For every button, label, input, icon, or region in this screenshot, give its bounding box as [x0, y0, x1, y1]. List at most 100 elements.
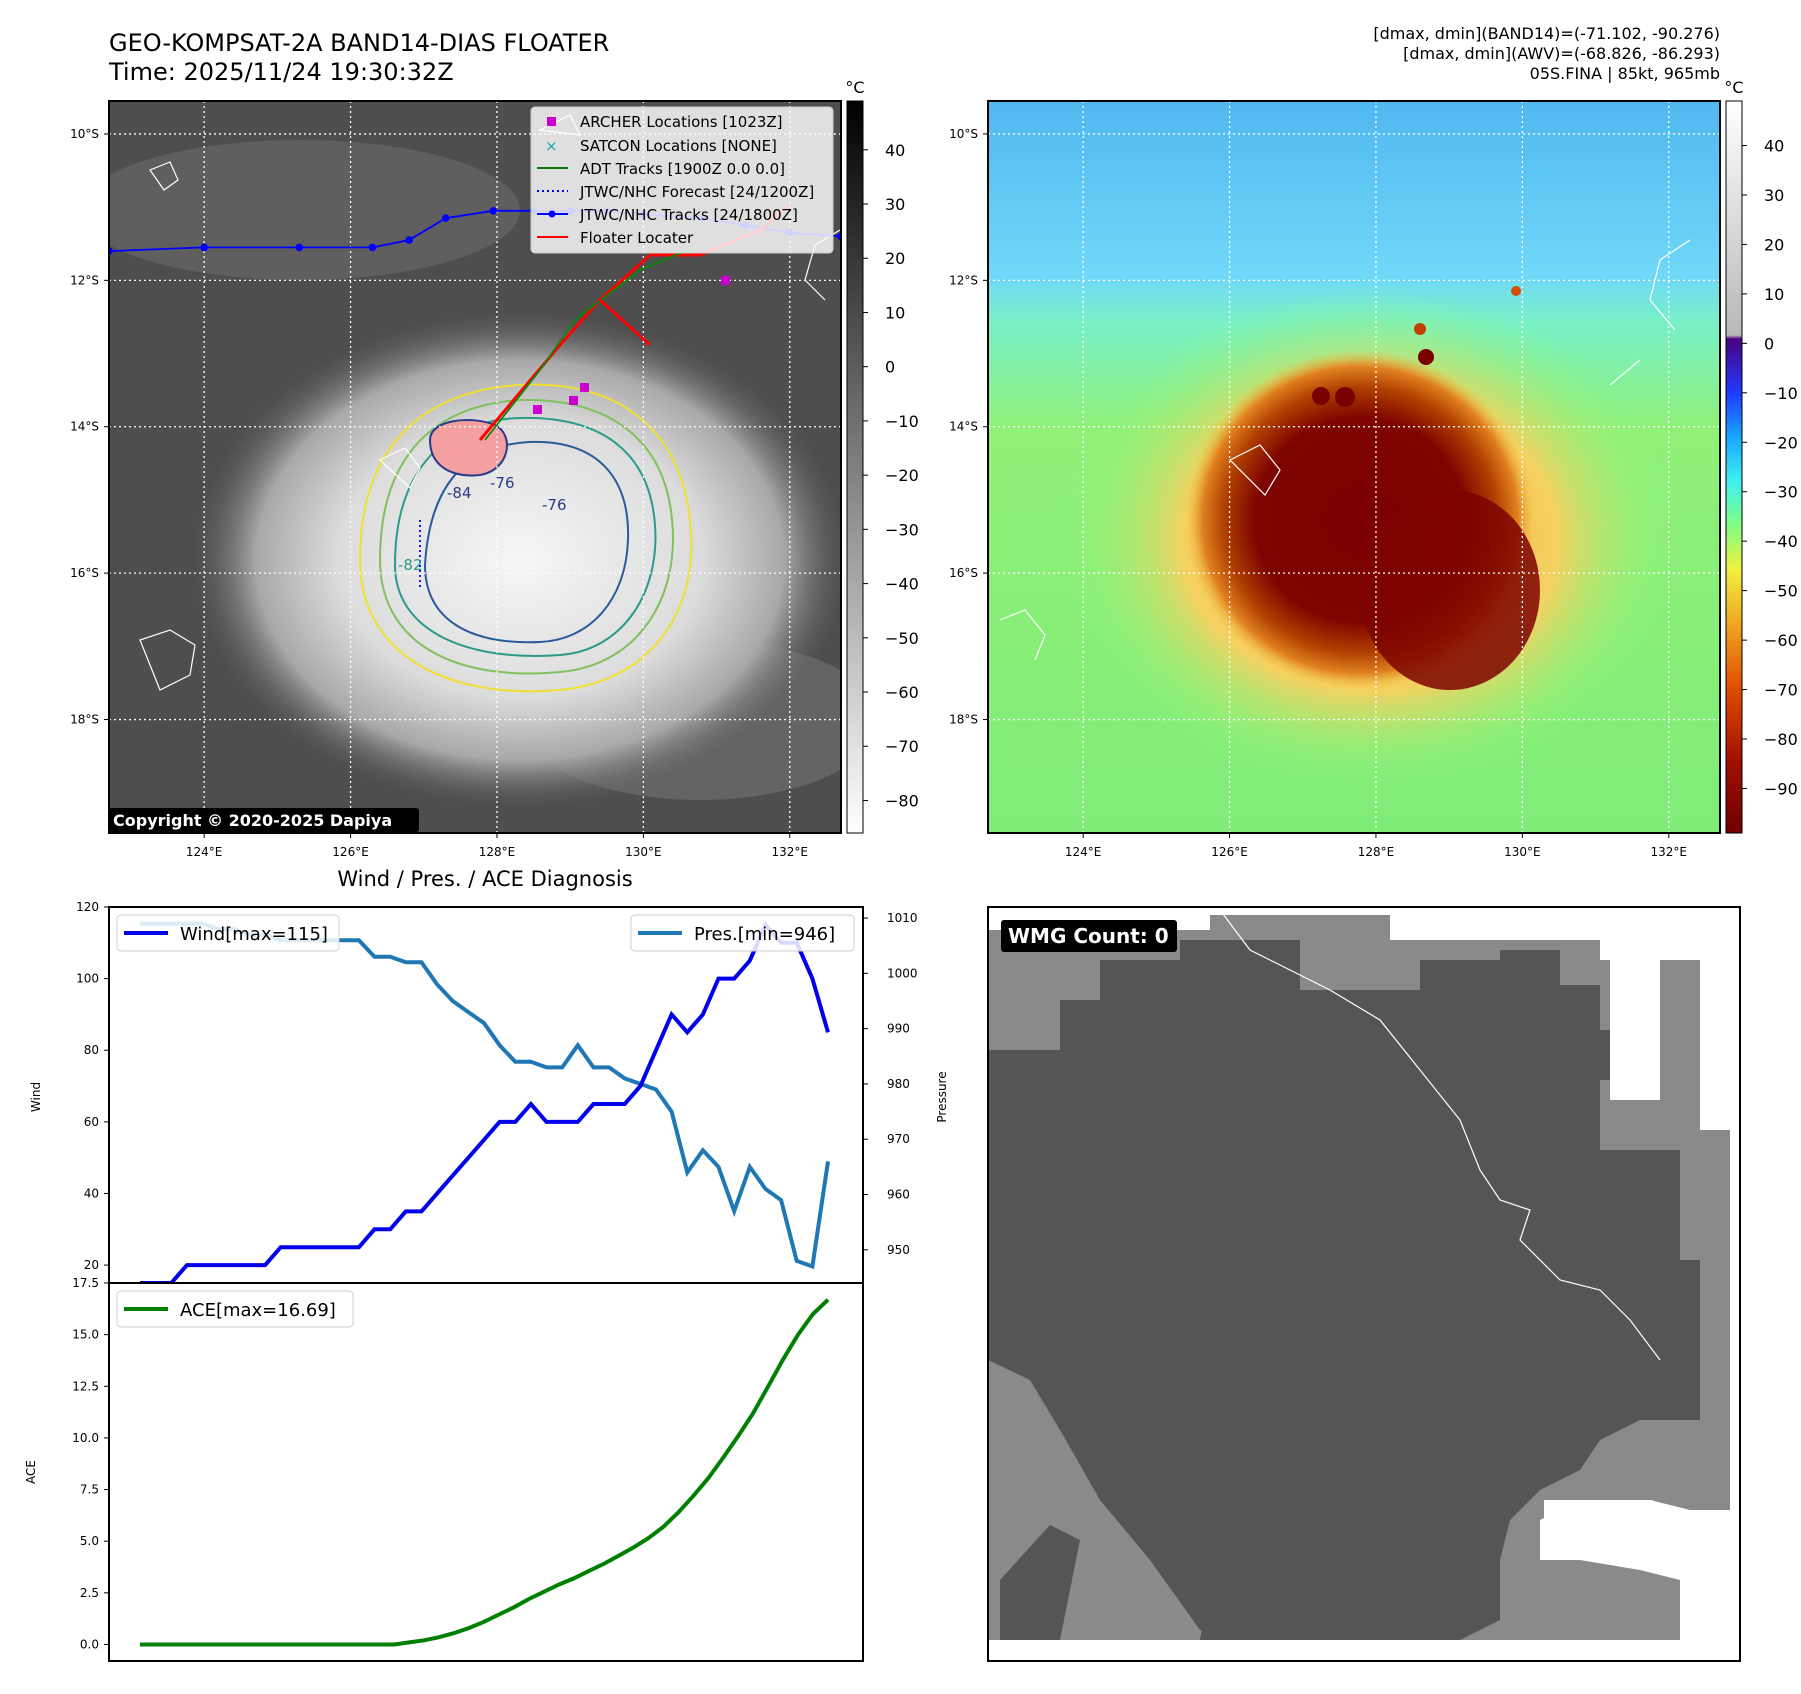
awv-map-frame: [987, 100, 1721, 834]
colorbar-tick-label: −60: [885, 683, 919, 702]
ace-chart: 0.0 2.5 5.0 7.5 10.0 12.5 15.0 17.5 ACE ACE[max…: [24, 1276, 864, 1662]
contour-label: -84: [447, 484, 472, 502]
jtwc-track-point: [295, 243, 304, 252]
awv-convective-cell: [1414, 323, 1426, 335]
colorbar-tick-label: −20: [1764, 433, 1798, 452]
pressure-tick-label: 980: [887, 1077, 910, 1091]
colorbar-tick-label: −70: [1764, 681, 1798, 700]
info-line-storm: 05S.FINA | 85kt, 965mb: [1530, 64, 1720, 83]
colorbar-tick-label: 10: [1764, 285, 1784, 304]
ir-map-panel: -76 -76 -84 -82 124°E 126°E 128°E 130°E 132°…: [70, 100, 842, 859]
info-line-band14: [dmax, dmin](BAND14)=(-71.102, -90.276): [1373, 24, 1720, 43]
wind-tick-label: 100: [76, 972, 99, 986]
ir-map-frame: [108, 100, 842, 834]
jtwc-track-point: [405, 236, 413, 244]
colorbar-tick-label: 30: [885, 195, 905, 214]
awv-map-lon-ticks: 124°E 126°E 128°E 130°E 132°E: [1065, 833, 1687, 859]
colorbar-tick-label: 40: [1764, 137, 1784, 156]
awv-map-lat-ticks: 10°S 12°S 14°S 16°S 18°S: [949, 127, 988, 727]
awv-map-gridlines: [988, 101, 1720, 833]
wmg-clear-region: [1610, 960, 1660, 1100]
colorbar-tick-label: 30: [1764, 186, 1784, 205]
ace-tick-label: 7.5: [80, 1483, 99, 1497]
lon-tick-label: 128°E: [1358, 845, 1395, 859]
floater-region: [428, 419, 508, 477]
ace-tick-label: 0.0: [80, 1637, 99, 1651]
ace-tick-label: 15.0: [72, 1328, 99, 1342]
floater-locater-line: [598, 298, 652, 347]
legend-satcon: SATCON Locations [NONE]: [580, 137, 777, 155]
wmg-count-badge: [1001, 920, 1177, 952]
archer-marker: [569, 396, 578, 405]
copyright-text: Copyright © 2020-2025 Dapiya: [113, 811, 392, 830]
lon-tick-label: 126°E: [332, 845, 369, 859]
wmg-panel: WMG Count: 0: [987, 906, 1741, 1662]
lat-tick-label: 12°S: [949, 273, 978, 287]
wmg-dark-region: [1000, 1525, 1250, 1640]
lon-tick-label: 132°E: [772, 845, 809, 859]
ir-colorbar: °C 40 30 20 10 0 −10 −20 −30 −40 −50 −60 −70 −80: [845, 78, 919, 834]
lat-tick-label: 14°S: [949, 420, 978, 434]
ace-tick-label: 10.0: [72, 1431, 99, 1445]
pressure-legend-box: [630, 914, 855, 952]
map-legend: ARCHER Locations [1023Z] × SATCON Locati…: [530, 106, 834, 254]
lat-tick-label: 12°S: [70, 273, 99, 287]
colorbar-tick-label: −80: [885, 791, 919, 810]
ace-frame: [108, 1282, 864, 1662]
wind-pressure-frame: [108, 906, 864, 1284]
contour-green: [378, 398, 674, 675]
colorbar-tick-label: −80: [1764, 730, 1798, 749]
lon-tick-label: 132°E: [1651, 845, 1688, 859]
lon-tick-label: 126°E: [1211, 845, 1248, 859]
map-title: GEO-KOMPSAT-2A BAND14-DIAS FLOATER: [109, 29, 609, 57]
lon-tick-label: 130°E: [1504, 845, 1541, 859]
colorbar-tick-label: −90: [1764, 779, 1798, 798]
pressure-axis-label: Pressure: [935, 1071, 949, 1122]
wind-tick-label: 120: [76, 900, 99, 914]
awv-colorbar-bar: [1725, 100, 1743, 834]
archer-marker: [580, 383, 589, 392]
awv-map-image: [988, 101, 1720, 833]
contour-label: -82: [398, 556, 423, 574]
wind-tick-label: 80: [84, 1043, 99, 1057]
info-line-awv: [dmax, dmin](AWV)=(-68.826, -86.293): [1403, 44, 1720, 63]
ace-y-ticks: 0.0 2.5 5.0 7.5 10.0 12.5 15.0 17.5: [72, 1276, 109, 1651]
ace-legend-box: [116, 1290, 354, 1328]
colorbar-tick-label: −40: [885, 575, 919, 594]
lon-tick-label: 128°E: [479, 845, 516, 859]
wmg-dark-region: [988, 940, 1700, 1640]
colorbar-tick-label: −30: [1764, 483, 1798, 502]
legend-jtwc-tracks: JTWC/NHC Tracks [24/1800Z]: [579, 206, 798, 224]
pressure-tick-label: 950: [887, 1243, 910, 1257]
wind-series-line: [140, 921, 830, 1285]
wind-pressure-chart: Wind / Pres. / ACE Diagnosis 20 40 60 80 100…: [29, 867, 949, 1285]
ir-map-lat-ticks: 10°S 12°S 14°S 16°S 18°S: [70, 127, 109, 727]
jtwc-track-point: [200, 243, 208, 252]
jtwc-track-point: [489, 207, 498, 215]
wind-tick-label: 60: [84, 1115, 99, 1129]
lon-tick-label: 130°E: [625, 845, 662, 859]
contour-yellow: [358, 383, 693, 693]
lat-tick-label: 18°S: [949, 713, 978, 727]
colorbar-tick-label: −60: [1764, 631, 1798, 650]
ace-series-line: [140, 1298, 830, 1647]
jtwc-track-point: [368, 243, 377, 252]
colorbar-tick-label: −10: [885, 412, 919, 431]
map-time: Time: 2025/11/24 19:30:32Z: [108, 58, 454, 86]
archer-marker: [721, 276, 730, 285]
lat-tick-label: 10°S: [949, 127, 978, 141]
copyright-badge: [109, 808, 419, 832]
lat-tick-label: 16°S: [949, 566, 978, 580]
wind-axis-label: Wind: [29, 1082, 43, 1112]
pressure-y-ticks: 950 960 970 980 990 1000 1010: [863, 911, 918, 1257]
wmg-frame: [987, 906, 1741, 1662]
ir-colorbar-ticks: 40 30 20 10 0 −10 −20 −30 −40 −50 −60 −70 −80: [863, 141, 919, 810]
coastline: [999, 239, 1691, 661]
awv-convective-cell: [1418, 349, 1434, 365]
colorbar-tick-label: −50: [1764, 582, 1798, 601]
awv-colorbar-unit: °C: [1724, 78, 1743, 97]
wmg-count-text: WMG Count: 0: [1008, 924, 1169, 948]
pressure-legend-label: Pres.[min=946]: [694, 924, 835, 945]
lat-tick-label: 14°S: [70, 420, 99, 434]
